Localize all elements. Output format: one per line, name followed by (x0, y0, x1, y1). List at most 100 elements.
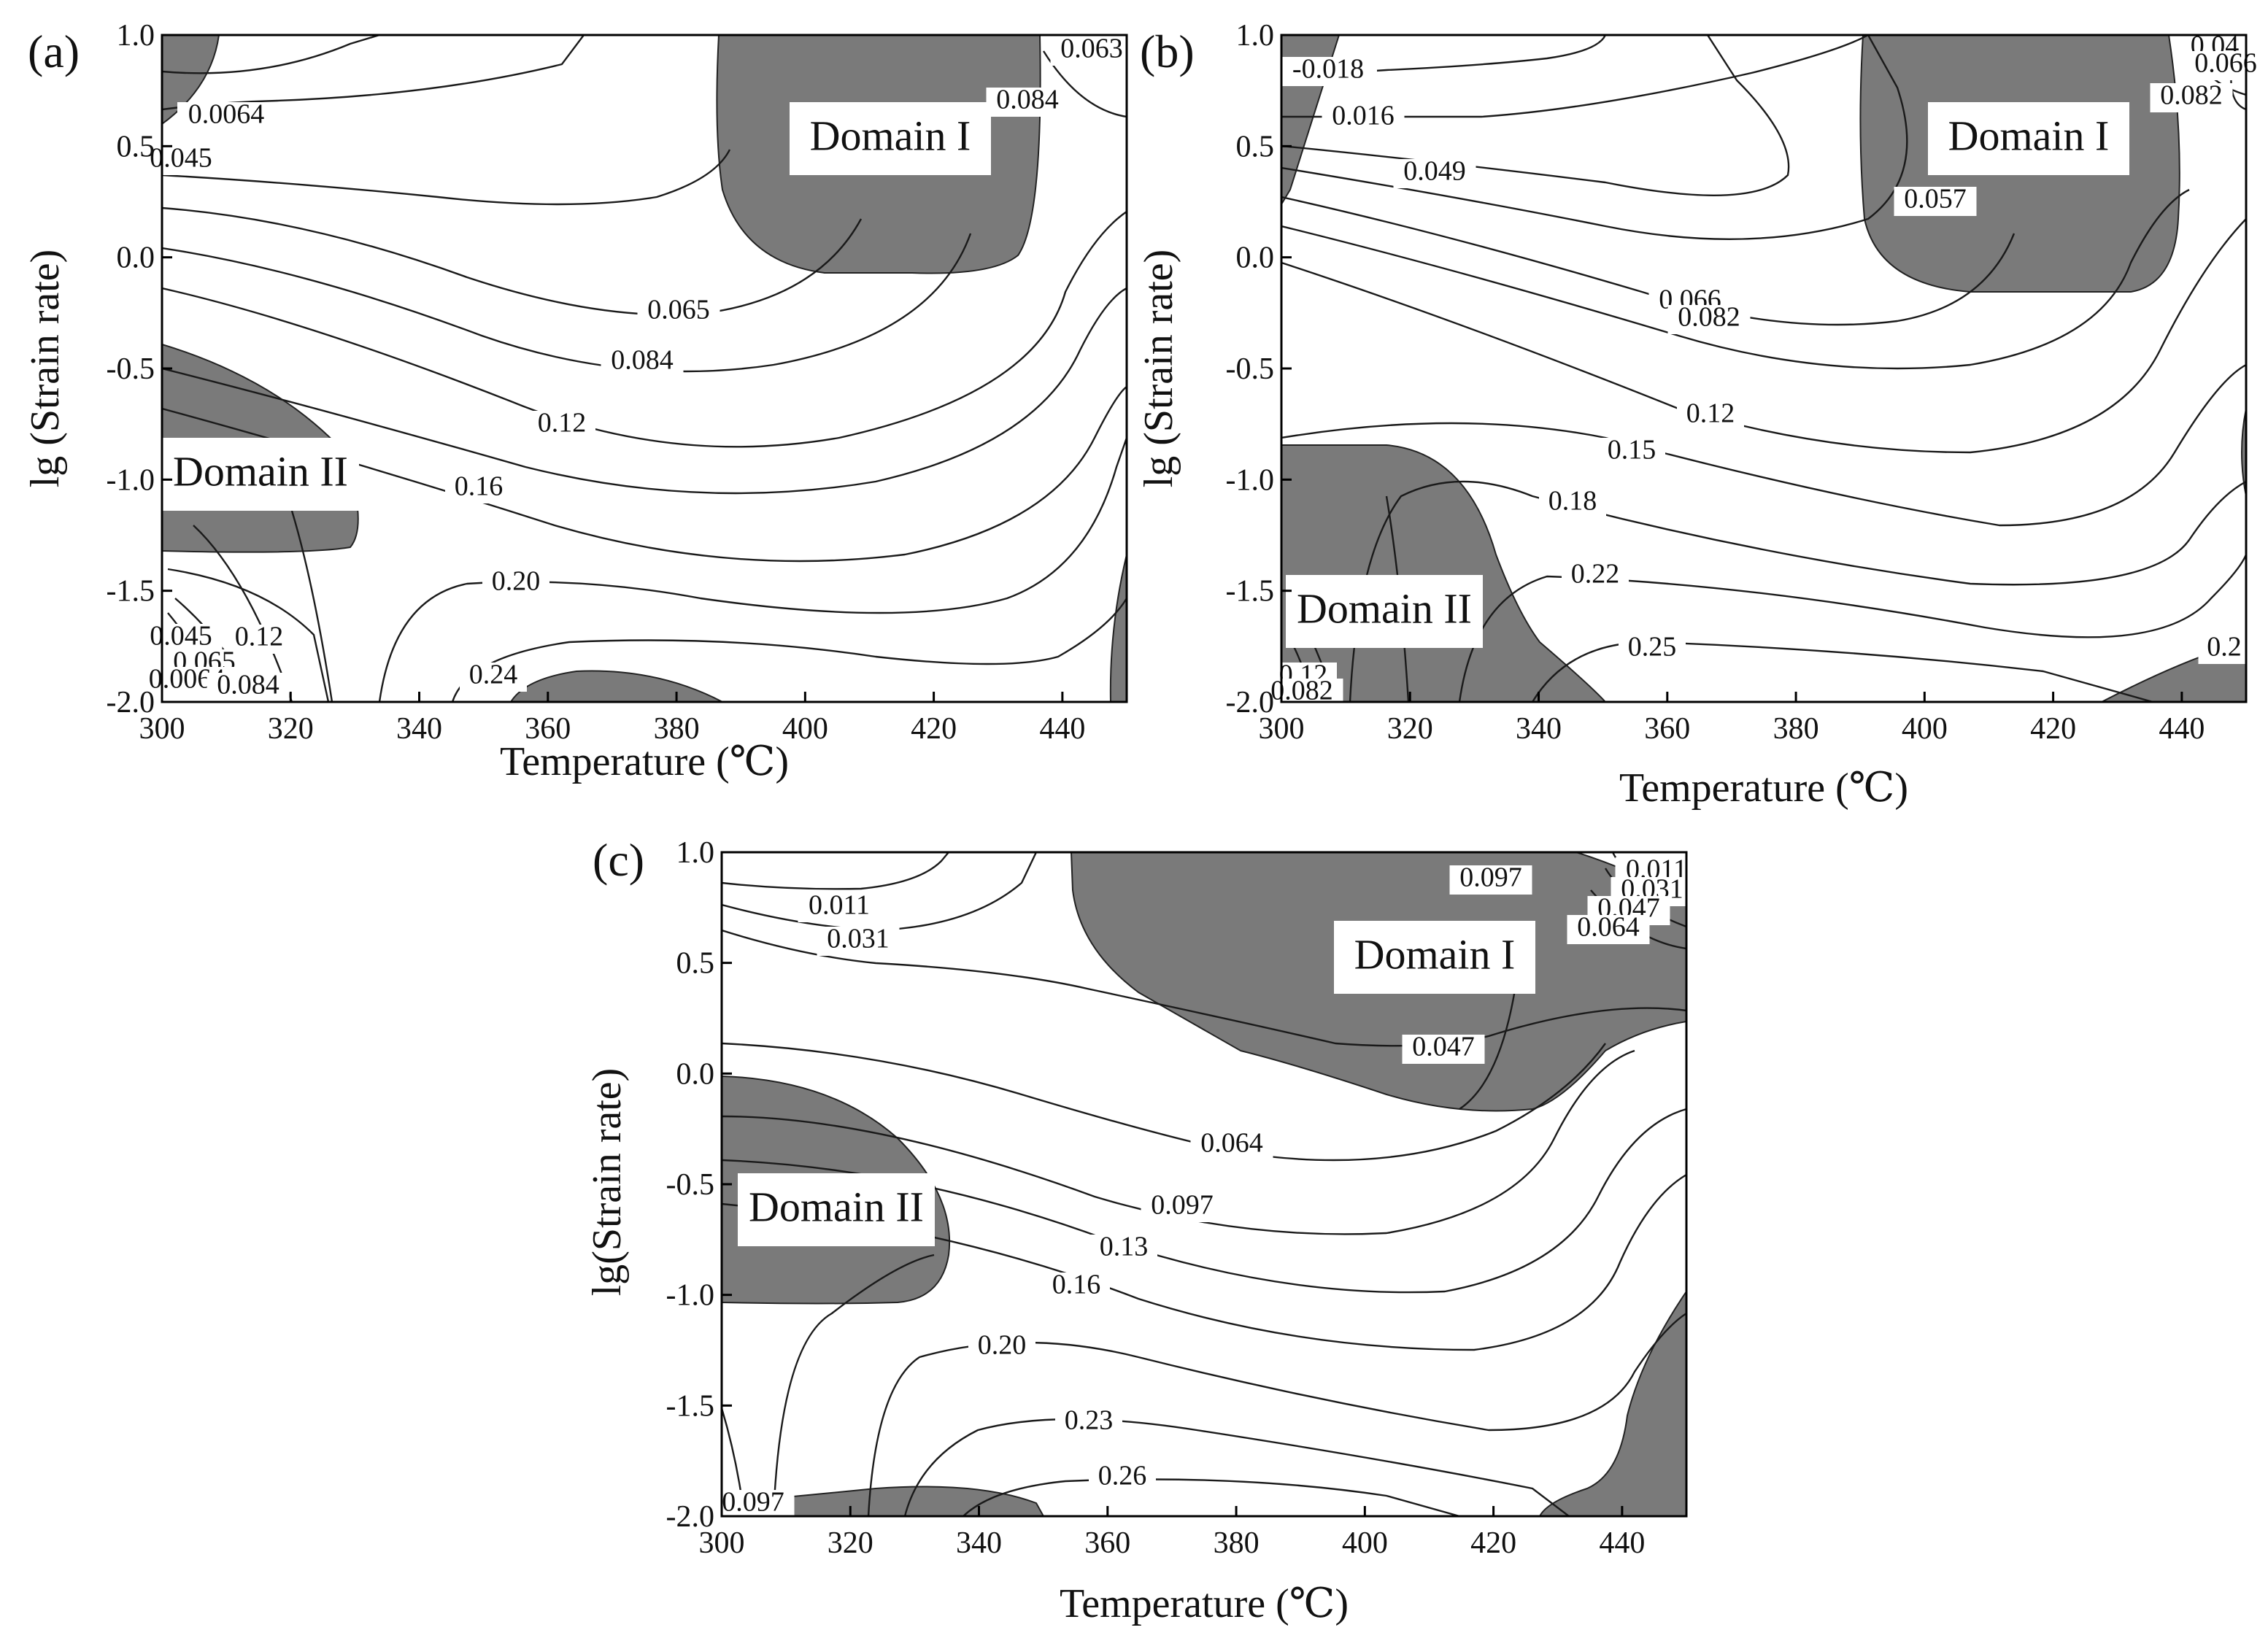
contour-label: 0.0064 (188, 99, 265, 130)
contour-label-bg (225, 625, 293, 654)
domain-label-box (1334, 921, 1535, 994)
contour-label-bg (968, 1333, 1035, 1362)
x-axis-title: Temperature (℃) (1619, 765, 1908, 811)
contour-line (1281, 363, 2246, 527)
x-tick-label: 420 (2030, 712, 2076, 746)
contour-label: 0.12 (1686, 398, 1735, 429)
contour-label: 0.064 (1200, 1128, 1263, 1159)
contour-label: 0.066 (2194, 48, 2257, 79)
y-tick-label: -1.5 (1226, 575, 1275, 609)
contour-label-bg (1043, 1273, 1110, 1302)
x-tick-label: 420 (911, 712, 957, 746)
y-tick-label: -0.5 (1226, 352, 1275, 386)
y-tick-label: -2.0 (666, 1500, 715, 1534)
domain-label: Domain II (749, 1183, 924, 1230)
contour-label: 0.045 (150, 621, 212, 652)
domain-label-box (1928, 102, 2129, 175)
x-tick-label: 320 (828, 1526, 873, 1560)
contour-label: 0.011 (809, 890, 870, 921)
contour-label-bg (1279, 57, 1377, 86)
y-tick-label: -1.0 (107, 463, 155, 497)
y-axis-title: lg (Strain rate) (1136, 250, 1181, 488)
contour-label-bg (482, 569, 549, 598)
contour-label: 0.064 (1577, 912, 1640, 943)
contour-label: 0.084 (996, 85, 1059, 115)
contour-label: 0.084 (217, 670, 279, 700)
panel-tag: (a) (28, 26, 80, 77)
contour-label-bg (1667, 305, 1751, 334)
contour-line (167, 568, 330, 702)
contour-label: 0.25 (1628, 632, 1677, 663)
x-axis-title: Temperature (℃) (500, 739, 789, 784)
contour-label-bg (2198, 635, 2250, 664)
contour-label-bg (139, 624, 223, 653)
contour-line (1281, 188, 2190, 370)
contour-label: 0.26 (1098, 1461, 1147, 1491)
contour-line (1281, 35, 1908, 240)
contour-label: 0.16 (1052, 1270, 1101, 1300)
contour-label-bg (1449, 865, 1532, 895)
contour-label-bg (1141, 1193, 1224, 1222)
y-tick-label: -0.5 (107, 352, 155, 386)
contour-label: 0.031 (827, 924, 890, 954)
contour-label: 0.12 (235, 622, 284, 652)
domain-label: Domain I (1354, 930, 1516, 978)
contour-line (1531, 641, 2153, 702)
contour-label-bg (2150, 83, 2233, 112)
contour-lines (162, 35, 1127, 702)
contour-label: 0.065 (647, 295, 710, 325)
contour-line (903, 1418, 1570, 1516)
contour-label-bg (1562, 562, 1629, 591)
contour-label: -0.018 (1292, 54, 1364, 85)
contour-label: 0.047 (1412, 1032, 1475, 1062)
contour-line (290, 510, 333, 702)
contour-panel-a: 0.0630.0840.00640.0450.0650.0840.120.160… (23, 19, 1133, 784)
contour-label-bg (1393, 159, 1476, 188)
contour-panel-b: -0.0180.0160.0490.040.0660.0820.0570.066… (1136, 19, 2267, 811)
panel-tag: (b) (1140, 26, 1195, 77)
x-axis-title: Temperature (℃) (1060, 1581, 1349, 1626)
x-tick-label: 320 (1387, 712, 1433, 746)
domain-label-box (790, 102, 991, 175)
x-tick-label: 340 (1516, 712, 1562, 746)
contour-label-bg (817, 927, 900, 956)
domain-region (1109, 554, 1127, 702)
contour-label-bg (1322, 104, 1405, 133)
domain-label-box (1286, 575, 1483, 648)
y-tick-label: 0.5 (117, 130, 155, 163)
contour-label: 0.18 (1548, 486, 1597, 517)
contour-label-bg (601, 348, 684, 377)
contour-label: 0.063 (1060, 34, 1123, 64)
contour-label-bg (1539, 489, 1606, 518)
x-tick-label: 340 (396, 712, 442, 746)
contour-line (722, 1173, 1686, 1351)
contour-label: 0.082 (2160, 80, 2223, 111)
x-tick-label: 380 (1773, 712, 1819, 746)
domain-region (162, 35, 220, 125)
y-axis-title: lg(Strain rate) (585, 1068, 630, 1297)
domain-label-box (738, 1173, 935, 1246)
panel-tag: (c) (593, 834, 644, 886)
x-tick-label: 400 (1902, 712, 1948, 746)
contour-line (722, 1049, 1635, 1235)
contour-line (722, 929, 1686, 1047)
contour-line (378, 437, 1127, 702)
x-tick-label: 420 (1470, 1526, 1516, 1560)
contour-label-bg (528, 411, 595, 440)
contour-line (772, 1254, 935, 1516)
x-tick-label: 300 (699, 1526, 745, 1560)
contour-label-bg (1089, 1464, 1156, 1493)
y-tick-label: 1.0 (117, 19, 155, 53)
x-tick-label: 360 (1644, 712, 1690, 746)
contour-line (162, 149, 731, 206)
y-tick-label: 1.0 (676, 836, 715, 870)
contour-label-bg (460, 663, 527, 692)
y-tick-label: -1.0 (666, 1279, 715, 1313)
y-tick-label: 0.0 (1236, 242, 1275, 275)
y-tick-label: -1.5 (107, 575, 155, 609)
contour-label: 0.24 (469, 660, 518, 690)
y-tick-label: 1.0 (1236, 19, 1275, 53)
domain-label: Domain I (810, 112, 971, 159)
